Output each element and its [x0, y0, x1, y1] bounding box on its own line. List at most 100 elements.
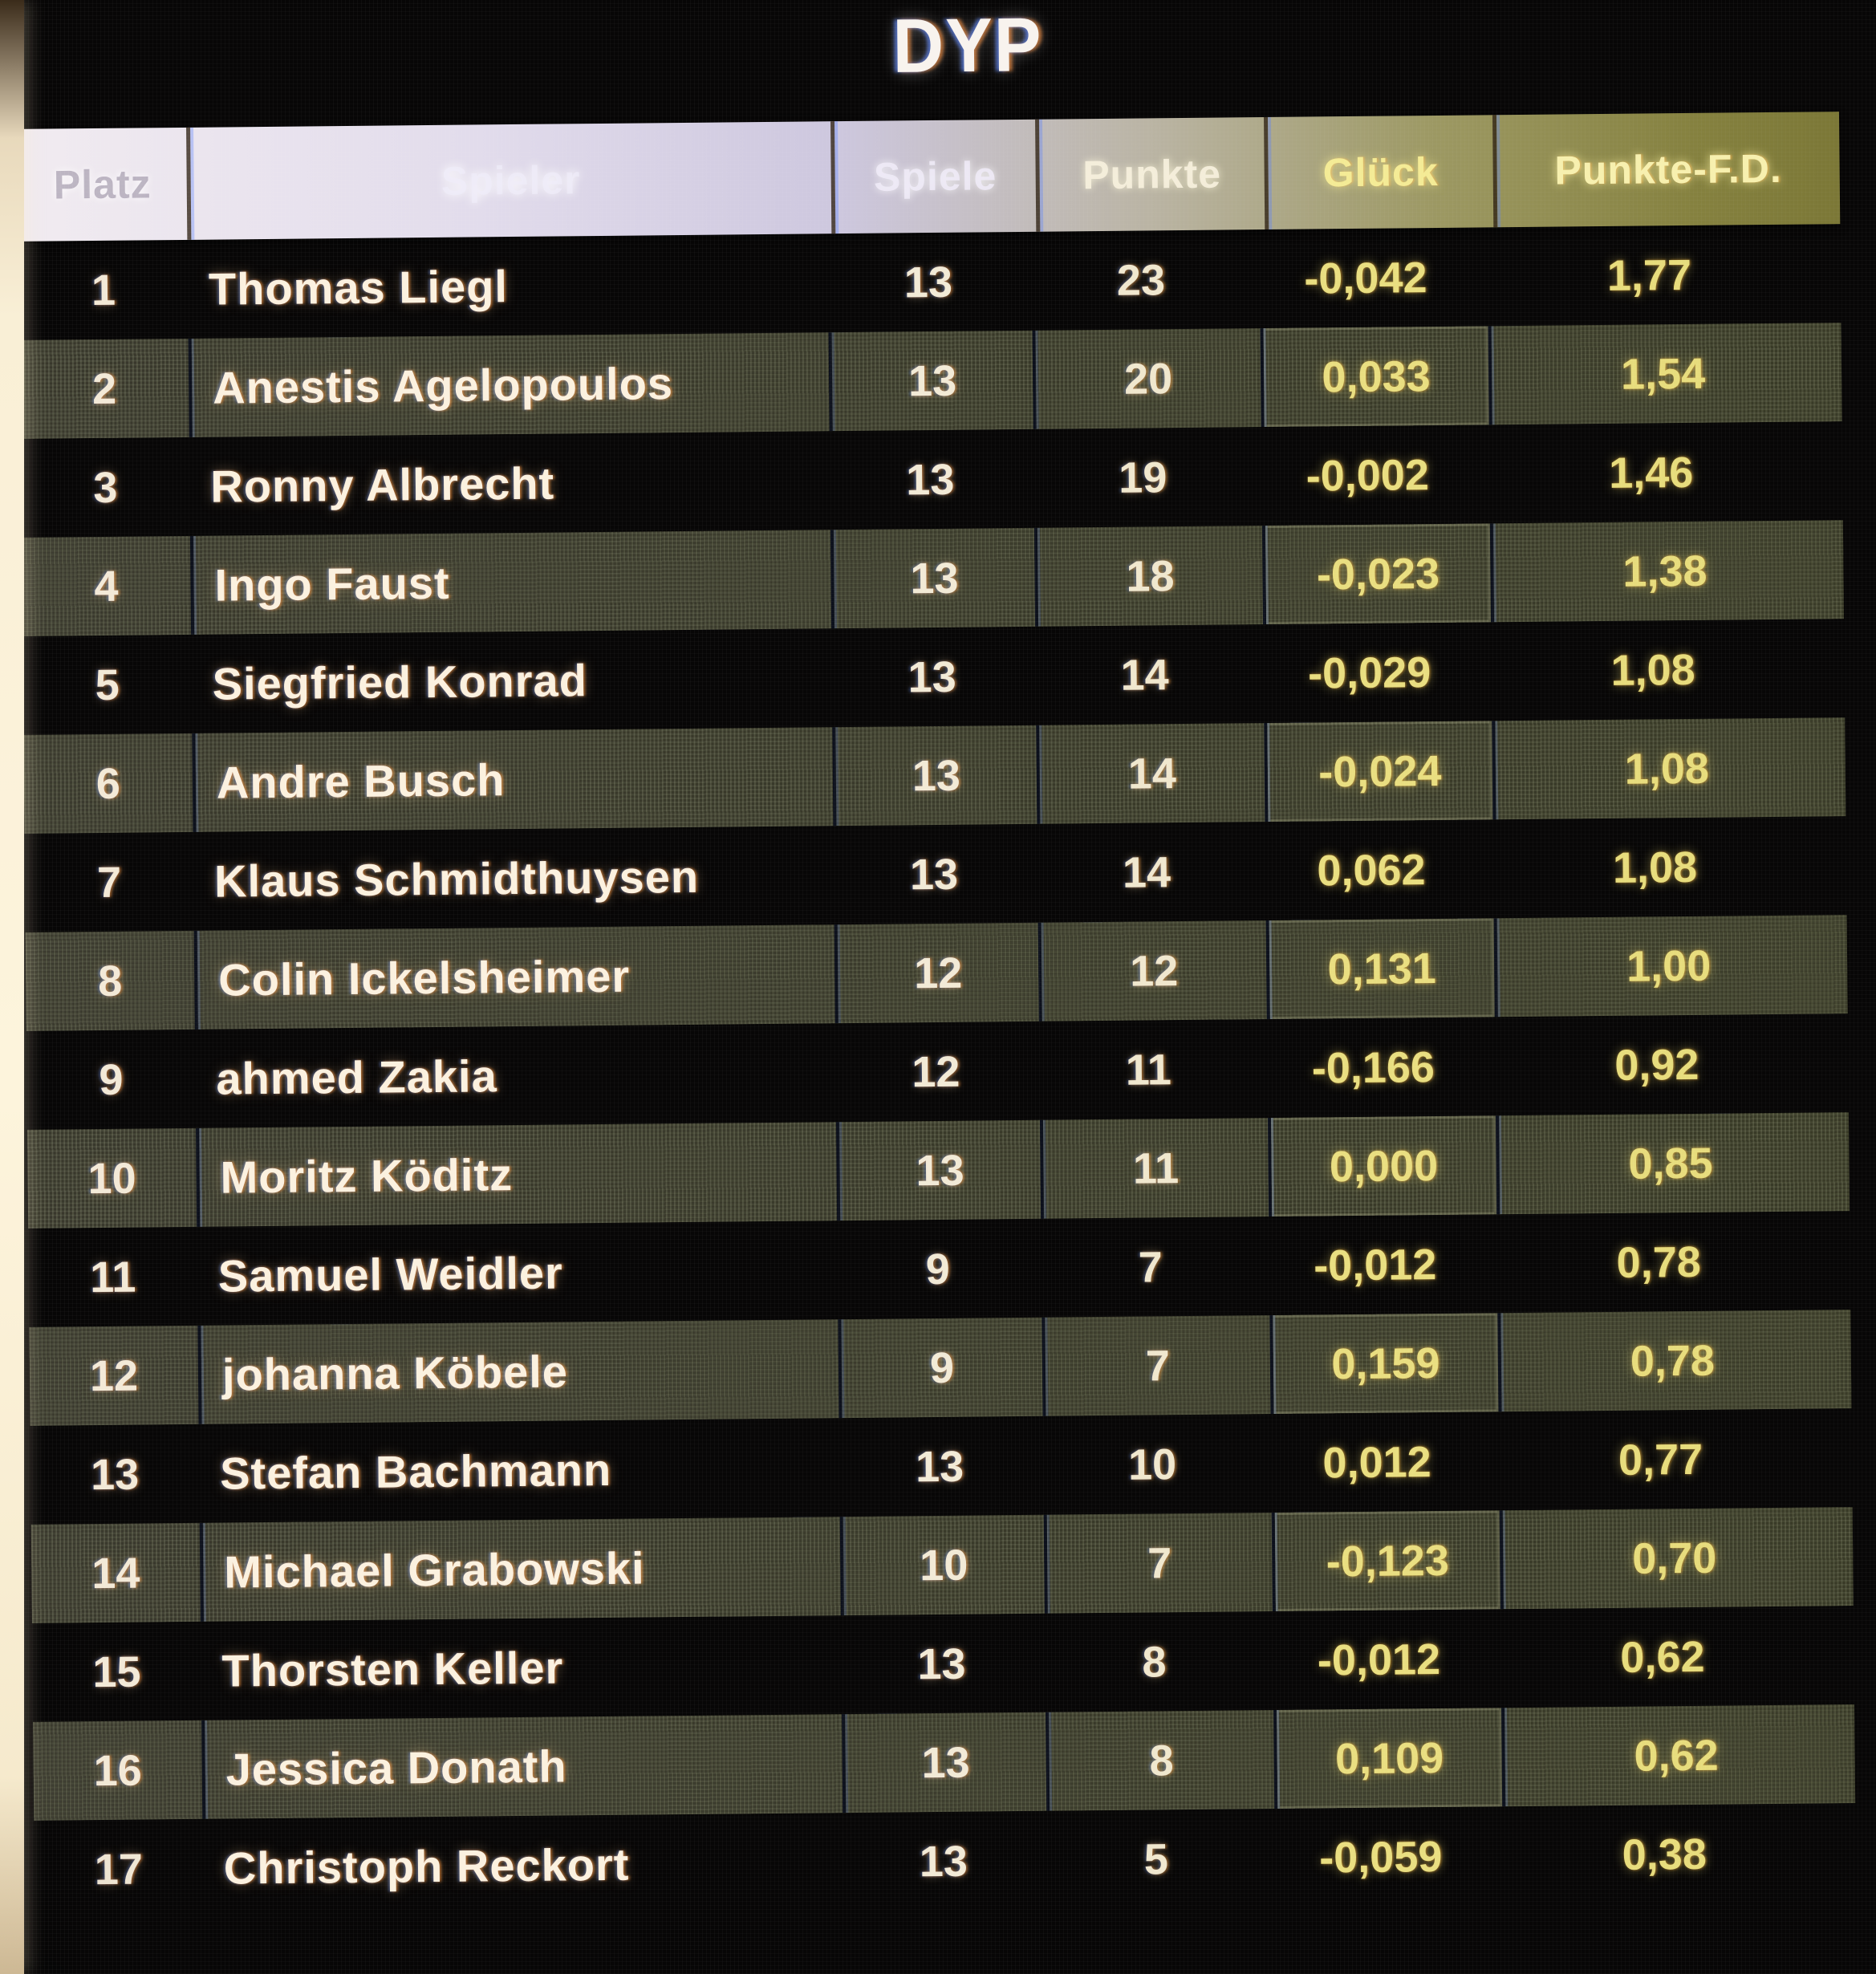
cell-punkte: 8 [1046, 1710, 1275, 1811]
cell-platz: 12 [89, 1351, 139, 1400]
cell-punkte-fd: 0,70 [1499, 1507, 1846, 1610]
cell-punkte-fd: 0,92 [1614, 1040, 1699, 1090]
cell-spieler: Colin Ickelsheimer [193, 924, 835, 1030]
cell-punkte: 7 [1043, 1513, 1273, 1614]
cell-spieler: Thomas Liegl [208, 261, 509, 315]
cell-spiele: 13 [919, 1837, 968, 1886]
cell-spiele: 13 [908, 652, 956, 701]
cell-glueck: -0,002 [1305, 450, 1430, 501]
cell-spieler: Andre Busch [192, 727, 834, 832]
cell-punkte-fd: 0,38 [1622, 1830, 1707, 1879]
column-header-platz: Platz [53, 161, 152, 208]
table-row: 12 johanna Köbele 9 7 0,159 0,78 [29, 1310, 1852, 1426]
table-row: 4 Ingo Faust 13 18 -0,023 1,38 [21, 520, 1845, 636]
cell-punkte: 14 [1122, 847, 1171, 897]
cell-platz: 15 [92, 1647, 141, 1696]
cell-platz: 11 [89, 1253, 136, 1302]
table-row: 1 Thomas Liegl 13 23 -0,042 1,77 [18, 224, 1841, 340]
leaderboard-table: Platz Spieler Spiele Punkte Glück Punkte… [18, 112, 1856, 1919]
cell-spiele: 13 [909, 850, 959, 899]
cell-platz: 5 [95, 660, 120, 709]
cell-spiele: 9 [838, 1317, 1043, 1419]
cell-spiele: 13 [832, 725, 1037, 827]
cell-punkte: 19 [1118, 453, 1167, 502]
cell-punkte-fd: 1,38 [1489, 520, 1837, 623]
cell-spiele: 12 [834, 922, 1039, 1024]
cell-glueck: -0,023 [1261, 523, 1492, 625]
cell-platz: 7 [96, 858, 122, 907]
cell-glueck: -0,123 [1271, 1510, 1500, 1612]
cell-punkte: 14 [1036, 723, 1265, 824]
cell-punkte-fd: 0,78 [1497, 1310, 1845, 1412]
cell-platz: 2 [91, 364, 117, 413]
cell-platz: 10 [87, 1154, 136, 1203]
cell-punkte-fd: 0,85 [1495, 1112, 1843, 1215]
column-header-punkte: Punkte [1034, 117, 1265, 232]
cell-punkte: 11 [1125, 1045, 1172, 1095]
cell-glueck: 0,131 [1265, 918, 1495, 1020]
table-row: 13 Stefan Bachmann 13 10 0,012 0,77 [30, 1408, 1853, 1525]
column-header-spiele: Spiele [830, 119, 1037, 234]
table-row: 15 Thorsten Keller 13 8 -0,012 0,62 [32, 1606, 1854, 1722]
column-header-glueck: Glück [1263, 115, 1494, 230]
cell-glueck: 0,033 [1260, 326, 1489, 428]
cell-punkte: 20 [1032, 328, 1261, 429]
cell-glueck: 0,000 [1267, 1115, 1497, 1217]
cell-spiele: 13 [915, 1442, 964, 1491]
cell-spieler: Samuel Weidler [217, 1247, 564, 1302]
cell-glueck: 0,109 [1273, 1708, 1503, 1809]
table-header-row: Platz Spieler Spiele Punkte Glück Punkte… [18, 112, 1841, 242]
cell-platz: 6 [95, 759, 121, 808]
cell-glueck: -0,166 [1311, 1042, 1435, 1093]
table-row: 2 Anestis Agelopoulos 13 20 0,033 1,54 [19, 323, 1842, 439]
table-row: 3 Ronny Albrecht 13 19 -0,002 1,46 [21, 421, 1843, 538]
cell-glueck: 0,062 [1317, 845, 1426, 895]
cell-platz: 3 [93, 463, 118, 512]
cell-punkte-fd: 1,46 [1608, 448, 1694, 498]
cell-punkte: 8 [1142, 1637, 1167, 1687]
cell-spiele: 13 [905, 455, 955, 504]
cell-punkte: 10 [1127, 1440, 1177, 1489]
cell-punkte: 7 [1138, 1242, 1163, 1292]
cell-punkte-fd: 1,00 [1493, 915, 1841, 1017]
cell-spieler: Stefan Bachmann [219, 1444, 612, 1499]
cell-spieler: Siegfried Konrad [212, 655, 588, 709]
cell-platz: 17 [94, 1845, 144, 1894]
cell-punkte-fd: 0,62 [1620, 1632, 1705, 1682]
cell-spiele: 13 [828, 330, 1033, 432]
cell-spieler: Michael Grabowski [199, 1517, 841, 1622]
table-row: 14 Michael Grabowski 10 7 -0,123 0,70 [30, 1507, 1854, 1623]
cell-glueck: -0,029 [1307, 648, 1431, 698]
cell-spieler: Thorsten Keller [221, 1642, 564, 1696]
cell-punkte-fd: 0,62 [1501, 1704, 1849, 1807]
cell-spieler: Anestis Agelopoulos [188, 332, 830, 437]
cell-spiele: 13 [842, 1712, 1047, 1814]
table-body: 1 Thomas Liegl 13 23 -0,042 1,77 2 Anest… [18, 224, 1856, 1919]
cell-punkte-fd: 1,08 [1612, 843, 1698, 892]
table-row: 9 ahmed Zakia 12 11 -0,166 0,92 [26, 1013, 1849, 1130]
cell-spieler: Christoph Reckort [223, 1838, 630, 1894]
cell-platz: 13 [90, 1450, 140, 1499]
cell-spiele: 13 [903, 258, 953, 307]
cell-glueck: -0,012 [1313, 1240, 1437, 1290]
table-row: 17 Christoph Reckort 13 5 -0,059 0,38 [34, 1803, 1856, 1919]
cell-platz: 8 [97, 957, 123, 1005]
page-title: DYP [892, 1, 1044, 89]
cell-spieler: Jessica Donath [201, 1714, 843, 1819]
cell-spieler: Klaus Schmidthuysen [213, 851, 700, 907]
cell-glueck: 0,159 [1269, 1313, 1499, 1415]
scoreboard-content: DYP Platz Spieler Spiele Punkte Glück Pu… [17, 0, 1858, 1974]
cell-punkte: 18 [1033, 526, 1264, 627]
cell-punkte-fd: 0,78 [1616, 1237, 1702, 1287]
table-row: 16 Jessica Donath 13 8 0,109 0,62 [33, 1704, 1856, 1821]
cell-punkte-fd: 1,77 [1606, 250, 1692, 300]
cell-platz: 16 [93, 1746, 143, 1795]
table-row: 11 Samuel Weidler 9 7 -0,012 0,78 [28, 1211, 1850, 1327]
cell-spieler: Ronny Albrecht [210, 457, 555, 512]
cell-spiele: 13 [830, 527, 1036, 629]
cell-punkte: 14 [1120, 650, 1169, 700]
cell-platz: 9 [99, 1055, 124, 1104]
cell-punkte-fd: 1,08 [1492, 717, 1839, 820]
screen-edge-glow [0, 0, 24, 1974]
cell-spieler: ahmed Zakia [216, 1050, 497, 1104]
